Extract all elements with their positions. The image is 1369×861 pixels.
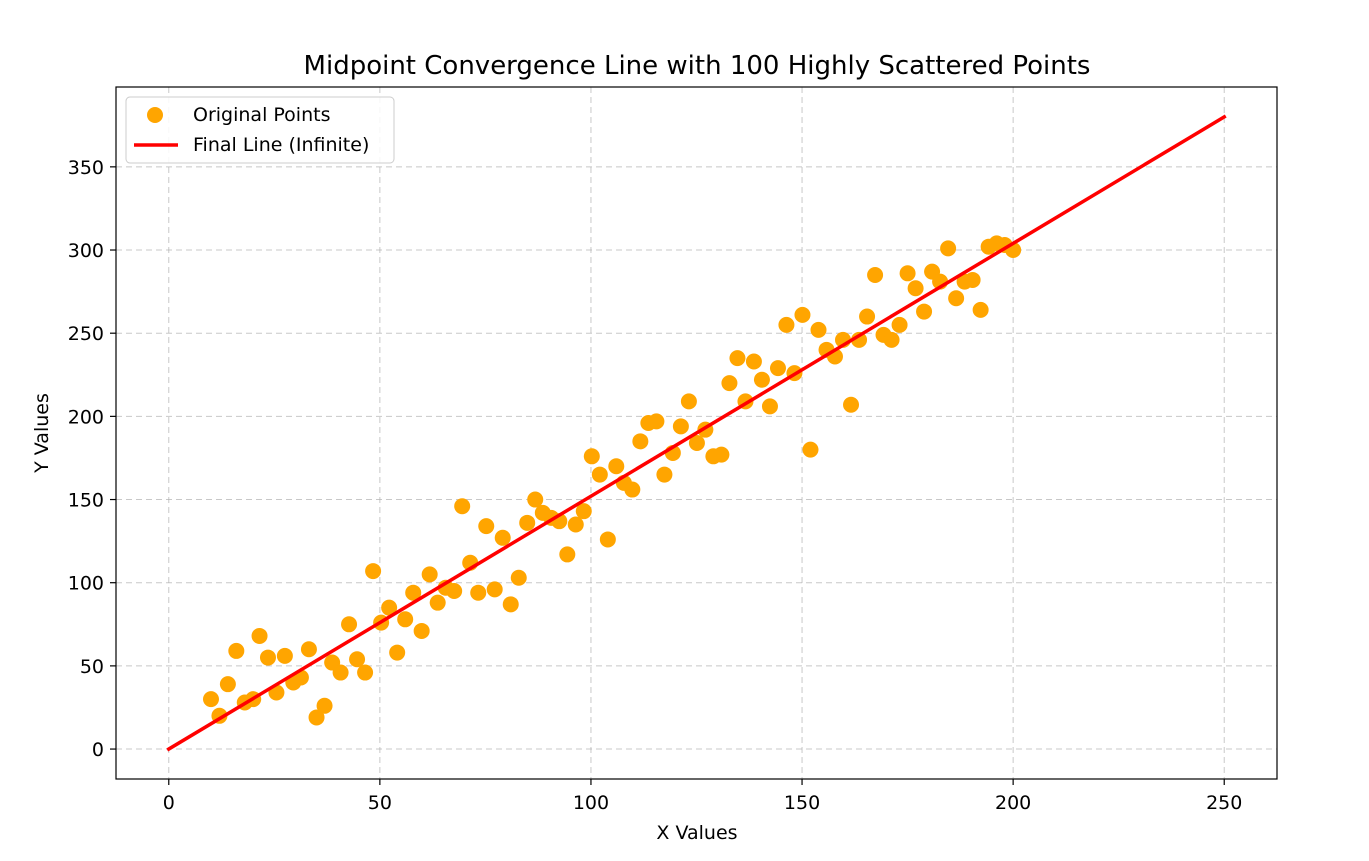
data-point — [414, 623, 430, 639]
legend-label-points: Original Points — [193, 104, 330, 126]
x-tick-label: 250 — [1206, 792, 1242, 814]
data-point — [454, 498, 470, 514]
data-point — [470, 585, 486, 601]
data-point — [608, 458, 624, 474]
data-point — [203, 691, 219, 707]
legend: Original Points Final Line (Infinite) — [126, 97, 394, 163]
y-tick-label: 150 — [68, 490, 104, 512]
data-point — [592, 467, 608, 483]
data-point — [365, 563, 381, 579]
legend-scatter-marker — [147, 107, 163, 123]
data-point — [762, 398, 778, 414]
data-point — [301, 641, 317, 657]
data-point — [867, 267, 883, 283]
data-point — [600, 531, 616, 547]
data-point — [559, 546, 575, 562]
data-point — [357, 665, 373, 681]
data-point — [681, 393, 697, 409]
data-point — [220, 676, 236, 692]
data-point — [673, 418, 689, 434]
data-point — [884, 332, 900, 348]
x-tick-label: 50 — [368, 792, 392, 814]
data-point — [568, 516, 584, 532]
y-tick-label: 0 — [92, 739, 104, 761]
data-point — [519, 515, 535, 531]
data-point — [746, 353, 762, 369]
data-point — [859, 309, 875, 325]
data-point — [503, 596, 519, 612]
data-point — [228, 643, 244, 659]
data-point — [277, 648, 293, 664]
data-point — [843, 397, 859, 413]
data-point — [446, 583, 462, 599]
data-point — [973, 302, 989, 318]
data-point — [948, 290, 964, 306]
data-point — [916, 304, 932, 320]
x-tick-label: 150 — [784, 792, 820, 814]
data-point — [584, 448, 600, 464]
y-tick-label: 100 — [68, 573, 104, 595]
data-point — [260, 650, 276, 666]
data-point — [397, 611, 413, 627]
data-point — [349, 651, 365, 667]
data-point — [892, 317, 908, 333]
data-point — [656, 467, 672, 483]
data-point — [713, 447, 729, 463]
legend-label-line: Final Line (Infinite) — [193, 134, 369, 156]
y-tick-label: 350 — [68, 157, 104, 179]
data-point — [965, 272, 981, 288]
data-point — [729, 350, 745, 366]
y-tick-label: 50 — [80, 656, 104, 678]
data-point — [770, 360, 786, 376]
data-point — [478, 518, 494, 534]
x-tick-label: 200 — [995, 792, 1031, 814]
data-point — [794, 307, 810, 323]
y-tick-label: 300 — [68, 240, 104, 262]
data-point — [317, 698, 333, 714]
data-point — [333, 665, 349, 681]
x-axis-label: X Values — [656, 822, 737, 844]
data-point — [252, 628, 268, 644]
data-point — [389, 645, 405, 661]
data-point — [908, 280, 924, 296]
data-point — [495, 530, 511, 546]
data-point — [422, 566, 438, 582]
data-point — [624, 482, 640, 498]
y-axis-label: Y Values — [31, 393, 53, 474]
data-point — [900, 265, 916, 281]
chart-title: Midpoint Convergence Line with 100 Highl… — [304, 51, 1091, 81]
x-tick-label: 0 — [163, 792, 175, 814]
x-tick-label: 100 — [573, 792, 609, 814]
data-point — [511, 570, 527, 586]
data-point — [487, 581, 503, 597]
data-point — [341, 616, 357, 632]
data-point — [778, 317, 794, 333]
y-tick-label: 200 — [68, 406, 104, 428]
data-point — [721, 375, 737, 391]
data-point — [430, 595, 446, 611]
data-point — [802, 442, 818, 458]
data-point — [754, 372, 770, 388]
y-tick-label: 250 — [68, 323, 104, 345]
data-point — [632, 433, 648, 449]
data-point — [811, 322, 827, 338]
data-point — [940, 240, 956, 256]
data-point — [648, 413, 664, 429]
